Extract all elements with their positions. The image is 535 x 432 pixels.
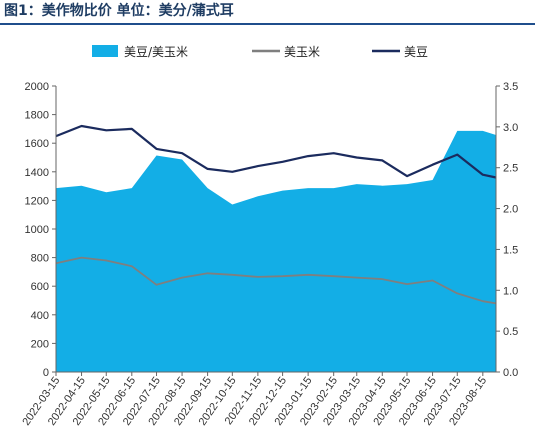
legend: 美豆/美玉米 美玉米 美豆	[92, 45, 428, 59]
left-tick-label: 1200	[25, 195, 49, 207]
left-tick-label: 1400	[25, 167, 49, 179]
right-tick-label: 1.5	[503, 244, 518, 256]
series-line-us-corn	[55, 256, 497, 305]
left-tick-label: 200	[31, 338, 49, 350]
legend-swatch-soy-corn-ratio	[92, 45, 118, 57]
right-tick-label: 2.5	[503, 163, 518, 175]
legend-label: 美玉米	[284, 45, 320, 59]
legend-label: 美豆/美玉米	[124, 45, 188, 59]
right-tick-label: 1.0	[503, 285, 518, 297]
right-tick-label: 0.0	[503, 367, 518, 379]
series-area-soy-corn-ratio	[56, 130, 496, 372]
left-tick-label: 1800	[25, 110, 49, 122]
left-tick-label: 2000	[25, 81, 49, 93]
series-line-us-soybean	[55, 124, 497, 179]
title-underline	[0, 23, 535, 25]
right-tick-label: 3.0	[503, 122, 518, 134]
left-tick-label: 1600	[25, 138, 49, 150]
right-tick-label: 3.5	[503, 81, 518, 93]
left-tick-label: 0	[43, 367, 49, 379]
legend-label: 美豆	[404, 45, 428, 59]
right-tick-label: 0.5	[503, 326, 518, 338]
left-tick-label: 400	[31, 310, 49, 322]
chart-title: 图1：美作物比价 单位：美分/蒲式耳	[0, 0, 535, 24]
left-tick-label: 800	[31, 253, 49, 265]
left-tick-label: 1000	[25, 224, 49, 236]
plot-area	[55, 124, 497, 372]
right-tick-label: 2.0	[503, 204, 518, 216]
left-tick-label: 600	[31, 281, 49, 293]
